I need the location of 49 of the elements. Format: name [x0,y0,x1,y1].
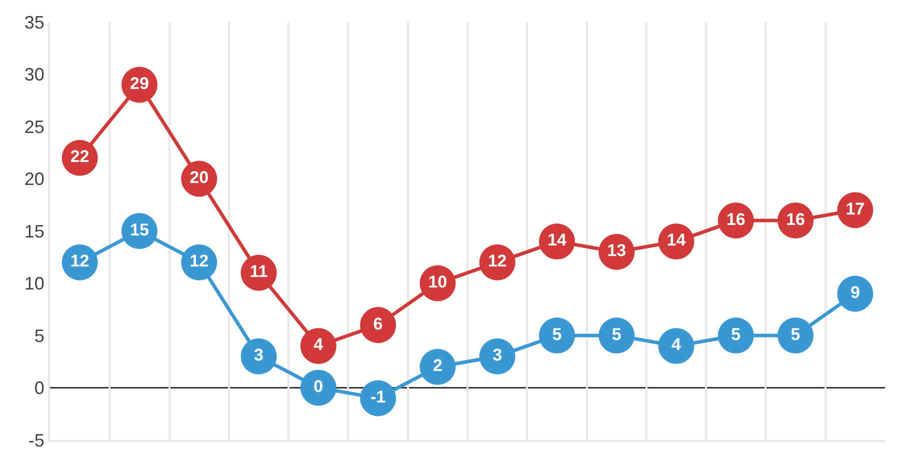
data-label: 12 [190,252,209,271]
point [837,276,874,312]
data-label: 14 [548,230,567,250]
point [300,370,336,406]
y-tick-label: -5 [28,430,44,450]
y-tick-label: 20 [24,169,44,190]
data-label: 5 [552,324,562,344]
data-label: 14 [666,230,686,250]
point [778,318,814,354]
point [240,338,277,374]
y-tick-label: 10 [24,274,44,294]
data-label: 16 [726,210,746,229]
y-tick-label: 35 [24,12,44,32]
data-label: 13 [607,241,626,260]
data-label: 2 [432,356,442,376]
data-label: 3 [254,346,264,365]
point [479,338,516,374]
y-tick-label: 0 [34,378,44,398]
y-tick-label: 30 [24,64,44,85]
point [718,318,754,354]
data-label: 3 [492,346,502,365]
data-label: 4 [314,335,324,354]
point [300,328,336,364]
point [420,348,456,385]
data-label: 16 [786,210,805,229]
data-label: 5 [612,324,622,344]
data-label: 9 [850,282,860,302]
data-label: 0 [314,377,324,396]
data-label: 12 [488,252,507,271]
data-label: 17 [846,199,865,218]
data-label: 12 [70,252,90,271]
point [360,307,396,344]
data-label: 15 [130,220,149,240]
y-tick-label: 15 [24,221,44,242]
data-label: 11 [250,262,268,282]
data-label: 6 [373,314,383,334]
y-tick-label: 5 [34,326,44,346]
data-label: 29 [130,74,149,93]
y-tick-label: 25 [24,116,44,137]
data-label: 10 [428,272,448,292]
data-label: 5 [790,324,800,344]
data-label: 4 [672,335,682,354]
point [598,318,635,354]
data-label: 22 [70,147,90,166]
data-label: -1 [370,387,386,406]
point [538,318,575,354]
point [658,328,694,364]
data-label: 5 [731,324,741,344]
data-label: 20 [190,168,209,187]
